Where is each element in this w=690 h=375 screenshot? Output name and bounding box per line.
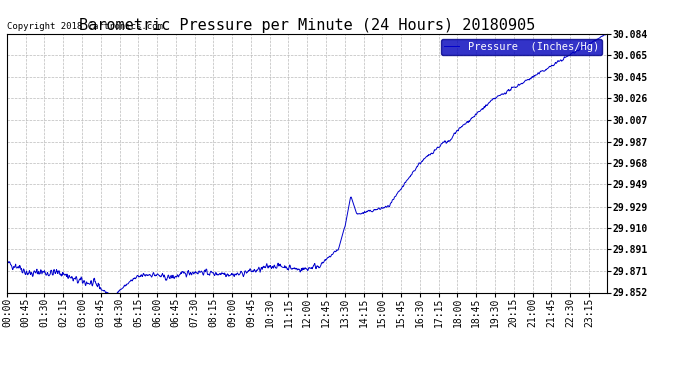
Pressure  (Inches/Hg) — [602, 32, 611, 36]
Title: Barometric Pressure per Minute (24 Hours) 20180905: Barometric Pressure per Minute (24 Hours… — [79, 18, 535, 33]
Pressure  (Inches/Hg) — [109, 294, 117, 298]
Pressure  (Inches/Hg) — [137, 274, 145, 279]
Line: Pressure  (Inches/Hg): Pressure (Inches/Hg) — [7, 34, 607, 296]
Pressure  (Inches/Hg) — [3, 260, 11, 265]
Pressure  (Inches/Hg) — [122, 283, 130, 288]
Pressure  (Inches/Hg) — [401, 180, 409, 185]
Pressure  (Inches/Hg) — [532, 73, 540, 77]
Legend: Pressure  (Inches/Hg): Pressure (Inches/Hg) — [440, 39, 602, 55]
Text: Copyright 2018 Cartronics.com: Copyright 2018 Cartronics.com — [7, 22, 163, 31]
Pressure  (Inches/Hg) — [603, 32, 611, 36]
Pressure  (Inches/Hg) — [479, 106, 487, 111]
Pressure  (Inches/Hg) — [204, 272, 212, 277]
